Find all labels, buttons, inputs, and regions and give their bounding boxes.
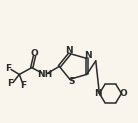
Text: S: S (68, 77, 75, 86)
Text: N: N (65, 46, 73, 55)
Text: F: F (6, 64, 12, 73)
Text: N: N (94, 89, 102, 98)
Text: F: F (8, 78, 14, 88)
Text: NH: NH (37, 70, 52, 79)
Text: N: N (84, 51, 92, 60)
Text: O: O (120, 89, 127, 98)
Text: O: O (31, 49, 38, 58)
Text: F: F (20, 81, 26, 90)
